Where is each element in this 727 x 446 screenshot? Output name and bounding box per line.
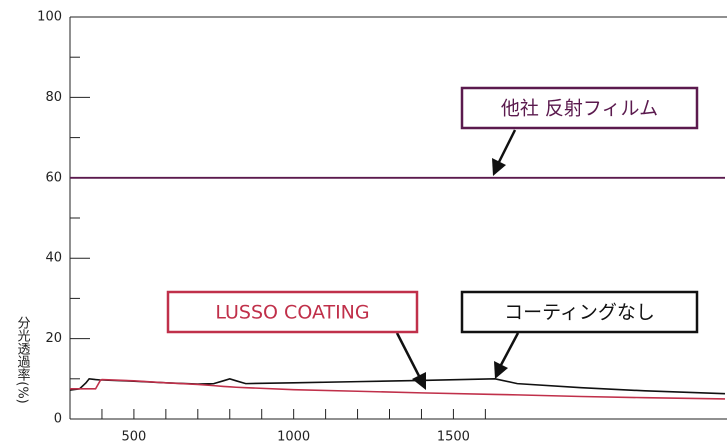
annotation-label: 他社 反射フィルム [501,98,658,120]
y-axis-label: 分光透過率(%) [15,316,31,404]
series-line [70,378,726,400]
y-tick-label: 0 [54,412,62,427]
y-tick-label: 40 [45,251,62,266]
x-tick-label: 1000 [277,430,310,445]
annotation-box [460,86,699,130]
annotation-box [166,290,419,334]
annotation-label: コーティングなし [504,302,655,324]
y-tick-label: 80 [45,90,62,105]
series-line [69,377,726,395]
y-tick-label: 100 [37,10,62,25]
x-tick-label: 1500 [437,430,470,445]
annotation-label: LUSSO COATING [215,302,369,324]
annotation-arrows [395,129,520,390]
y-tick-label: 20 [45,331,62,346]
annotation-box [460,290,699,334]
x-tick-label: 500 [121,430,146,445]
y-tick-label: 60 [45,170,62,185]
